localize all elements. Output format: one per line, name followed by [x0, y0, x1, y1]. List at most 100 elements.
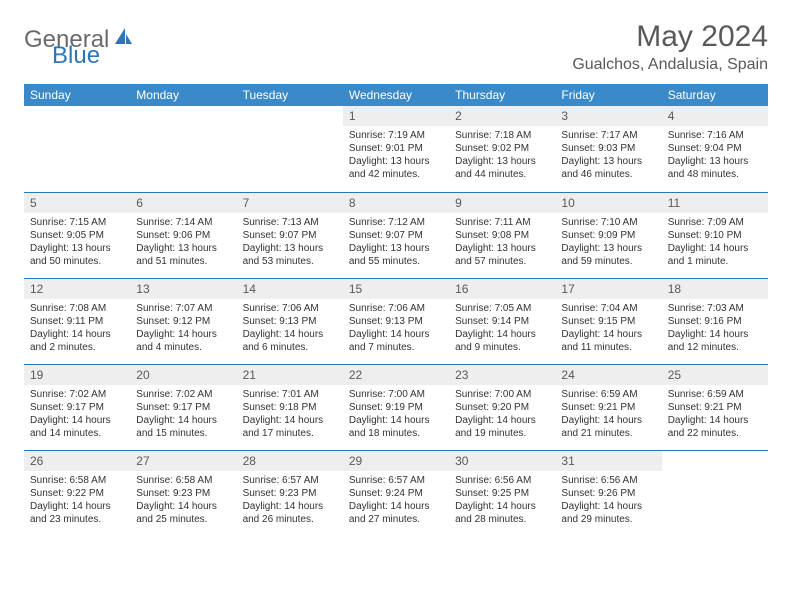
day-details: Sunrise: 7:19 AMSunset: 9:01 PMDaylight:…: [343, 126, 449, 185]
weekday-header: Friday: [555, 84, 661, 106]
day-number: 5: [24, 193, 130, 213]
sunrise-text: Sunrise: 7:04 AM: [561, 302, 655, 315]
day-number: 18: [662, 279, 768, 299]
day-details: Sunrise: 7:05 AMSunset: 9:14 PMDaylight:…: [449, 299, 555, 358]
day-details: Sunrise: 7:06 AMSunset: 9:13 PMDaylight:…: [343, 299, 449, 358]
sunrise-text: Sunrise: 6:57 AM: [243, 474, 337, 487]
calendar-day-cell: 8Sunrise: 7:12 AMSunset: 9:07 PMDaylight…: [343, 192, 449, 278]
sunrise-text: Sunrise: 7:00 AM: [455, 388, 549, 401]
sunrise-text: Sunrise: 7:02 AM: [136, 388, 230, 401]
sunrise-text: Sunrise: 6:59 AM: [561, 388, 655, 401]
day-number: 16: [449, 279, 555, 299]
daylight-text: Daylight: 14 hours and 14 minutes.: [30, 414, 124, 440]
sunset-text: Sunset: 9:23 PM: [136, 487, 230, 500]
sunset-text: Sunset: 9:23 PM: [243, 487, 337, 500]
calendar-week-row: 5Sunrise: 7:15 AMSunset: 9:05 PMDaylight…: [24, 192, 768, 278]
calendar-day-cell: 9Sunrise: 7:11 AMSunset: 9:08 PMDaylight…: [449, 192, 555, 278]
sunset-text: Sunset: 9:12 PM: [136, 315, 230, 328]
daylight-text: Daylight: 14 hours and 27 minutes.: [349, 500, 443, 526]
daylight-text: Daylight: 14 hours and 29 minutes.: [561, 500, 655, 526]
calendar-day-cell: 5Sunrise: 7:15 AMSunset: 9:05 PMDaylight…: [24, 192, 130, 278]
daylight-text: Daylight: 13 hours and 44 minutes.: [455, 155, 549, 181]
sunrise-text: Sunrise: 6:57 AM: [349, 474, 443, 487]
calendar-table: SundayMondayTuesdayWednesdayThursdayFrid…: [24, 84, 768, 536]
day-details: Sunrise: 7:14 AMSunset: 9:06 PMDaylight:…: [130, 213, 236, 272]
day-number: 28: [237, 451, 343, 471]
sunset-text: Sunset: 9:18 PM: [243, 401, 337, 414]
calendar-header-row: SundayMondayTuesdayWednesdayThursdayFrid…: [24, 84, 768, 106]
calendar-week-row: 26Sunrise: 6:58 AMSunset: 9:22 PMDayligh…: [24, 450, 768, 536]
sunrise-text: Sunrise: 7:09 AM: [668, 216, 762, 229]
sunset-text: Sunset: 9:15 PM: [561, 315, 655, 328]
calendar-day-cell: 4Sunrise: 7:16 AMSunset: 9:04 PMDaylight…: [662, 106, 768, 192]
daylight-text: Daylight: 14 hours and 17 minutes.: [243, 414, 337, 440]
daylight-text: Daylight: 13 hours and 50 minutes.: [30, 242, 124, 268]
day-details: Sunrise: 7:01 AMSunset: 9:18 PMDaylight:…: [237, 385, 343, 444]
calendar-day-cell: 28Sunrise: 6:57 AMSunset: 9:23 PMDayligh…: [237, 450, 343, 536]
sunset-text: Sunset: 9:10 PM: [668, 229, 762, 242]
calendar-day-cell: 27Sunrise: 6:58 AMSunset: 9:23 PMDayligh…: [130, 450, 236, 536]
day-number: 31: [555, 451, 661, 471]
sunrise-text: Sunrise: 7:13 AM: [243, 216, 337, 229]
day-number: 30: [449, 451, 555, 471]
day-number: 2: [449, 106, 555, 126]
day-details: Sunrise: 6:59 AMSunset: 9:21 PMDaylight:…: [662, 385, 768, 444]
sunrise-text: Sunrise: 7:06 AM: [349, 302, 443, 315]
sunset-text: Sunset: 9:17 PM: [136, 401, 230, 414]
sunrise-text: Sunrise: 6:56 AM: [455, 474, 549, 487]
sunrise-text: Sunrise: 6:58 AM: [136, 474, 230, 487]
day-number: 25: [662, 365, 768, 385]
daylight-text: Daylight: 14 hours and 12 minutes.: [668, 328, 762, 354]
calendar-day-cell: 1Sunrise: 7:19 AMSunset: 9:01 PMDaylight…: [343, 106, 449, 192]
calendar-day-cell: 2Sunrise: 7:18 AMSunset: 9:02 PMDaylight…: [449, 106, 555, 192]
daylight-text: Daylight: 14 hours and 18 minutes.: [349, 414, 443, 440]
weekday-header: Saturday: [662, 84, 768, 106]
sunset-text: Sunset: 9:07 PM: [349, 229, 443, 242]
day-number: 8: [343, 193, 449, 213]
sunrise-text: Sunrise: 7:00 AM: [349, 388, 443, 401]
sunrise-text: Sunrise: 6:56 AM: [561, 474, 655, 487]
day-details: Sunrise: 7:15 AMSunset: 9:05 PMDaylight:…: [24, 213, 130, 272]
calendar-day-cell: 12Sunrise: 7:08 AMSunset: 9:11 PMDayligh…: [24, 278, 130, 364]
daylight-text: Daylight: 14 hours and 6 minutes.: [243, 328, 337, 354]
day-number: 22: [343, 365, 449, 385]
day-details: Sunrise: 6:56 AMSunset: 9:26 PMDaylight:…: [555, 471, 661, 530]
calendar-day-cell: 24Sunrise: 6:59 AMSunset: 9:21 PMDayligh…: [555, 364, 661, 450]
sunrise-text: Sunrise: 7:05 AM: [455, 302, 549, 315]
calendar-day-cell: 3Sunrise: 7:17 AMSunset: 9:03 PMDaylight…: [555, 106, 661, 192]
daylight-text: Daylight: 14 hours and 2 minutes.: [30, 328, 124, 354]
calendar-day-cell: 15Sunrise: 7:06 AMSunset: 9:13 PMDayligh…: [343, 278, 449, 364]
sunrise-text: Sunrise: 7:18 AM: [455, 129, 549, 142]
sunset-text: Sunset: 9:01 PM: [349, 142, 443, 155]
day-number: 11: [662, 193, 768, 213]
day-details: Sunrise: 6:56 AMSunset: 9:25 PMDaylight:…: [449, 471, 555, 530]
daylight-text: Daylight: 13 hours and 48 minutes.: [668, 155, 762, 181]
logo-text-blue: Blue: [52, 42, 100, 69]
sunrise-text: Sunrise: 7:19 AM: [349, 129, 443, 142]
calendar-day-cell: 6Sunrise: 7:14 AMSunset: 9:06 PMDaylight…: [130, 192, 236, 278]
day-details: Sunrise: 7:08 AMSunset: 9:11 PMDaylight:…: [24, 299, 130, 358]
day-number: 15: [343, 279, 449, 299]
day-number: 6: [130, 193, 236, 213]
daylight-text: Daylight: 14 hours and 21 minutes.: [561, 414, 655, 440]
sunrise-text: Sunrise: 7:01 AM: [243, 388, 337, 401]
daylight-text: Daylight: 14 hours and 23 minutes.: [30, 500, 124, 526]
calendar-week-row: 12Sunrise: 7:08 AMSunset: 9:11 PMDayligh…: [24, 278, 768, 364]
calendar-week-row: 19Sunrise: 7:02 AMSunset: 9:17 PMDayligh…: [24, 364, 768, 450]
sunset-text: Sunset: 9:08 PM: [455, 229, 549, 242]
page: General May 2024 Gualchos, Andalusia, Sp…: [0, 0, 792, 556]
sunrise-text: Sunrise: 7:15 AM: [30, 216, 124, 229]
calendar-day-cell: 31Sunrise: 6:56 AMSunset: 9:26 PMDayligh…: [555, 450, 661, 536]
daylight-text: Daylight: 13 hours and 42 minutes.: [349, 155, 443, 181]
daylight-text: Daylight: 13 hours and 55 minutes.: [349, 242, 443, 268]
day-number: 24: [555, 365, 661, 385]
sunset-text: Sunset: 9:05 PM: [30, 229, 124, 242]
sunset-text: Sunset: 9:21 PM: [668, 401, 762, 414]
sunrise-text: Sunrise: 7:10 AM: [561, 216, 655, 229]
day-number: 4: [662, 106, 768, 126]
calendar-day-cell: 18Sunrise: 7:03 AMSunset: 9:16 PMDayligh…: [662, 278, 768, 364]
day-details: Sunrise: 7:02 AMSunset: 9:17 PMDaylight:…: [24, 385, 130, 444]
day-details: Sunrise: 6:58 AMSunset: 9:22 PMDaylight:…: [24, 471, 130, 530]
day-number: 1: [343, 106, 449, 126]
day-details: Sunrise: 7:00 AMSunset: 9:20 PMDaylight:…: [449, 385, 555, 444]
